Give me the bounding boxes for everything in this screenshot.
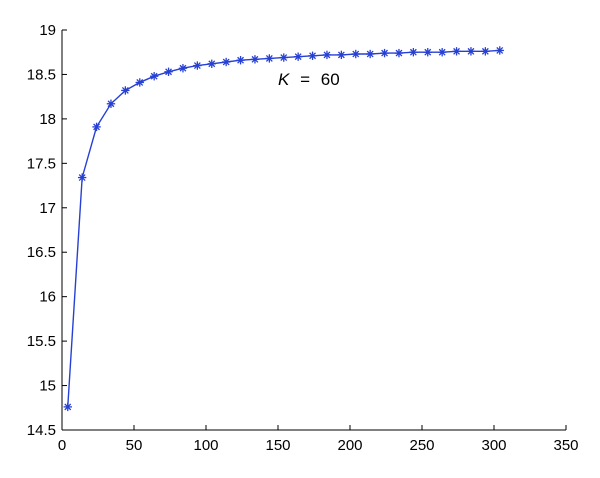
x-tick-label: 100 xyxy=(193,437,218,454)
data-point xyxy=(193,61,202,70)
data-point xyxy=(380,48,389,58)
y-tick-label: 14.5 xyxy=(27,422,56,439)
data-point xyxy=(106,99,116,108)
y-tick-label: 16.5 xyxy=(27,244,56,261)
annotation-operator: = xyxy=(300,70,310,89)
series-line xyxy=(67,49,500,407)
data-point xyxy=(279,53,288,62)
data-point xyxy=(365,49,375,59)
x-tick-label: 350 xyxy=(553,437,578,454)
x-tick-label: 50 xyxy=(126,437,143,454)
x-tick-label: 250 xyxy=(409,437,434,454)
x-tick-label: 200 xyxy=(337,437,362,454)
y-tick-label: 15.5 xyxy=(27,333,56,350)
series-layer xyxy=(63,46,504,412)
data-point xyxy=(250,55,260,64)
data-point xyxy=(423,48,432,57)
y-tick-label: 16 xyxy=(39,289,56,306)
y-tick-label: 18.5 xyxy=(27,66,56,83)
annotation-variable: K xyxy=(278,70,290,89)
data-point xyxy=(164,67,173,76)
x-tick-label: 300 xyxy=(481,437,506,454)
y-tick-label: 17.5 xyxy=(27,155,56,172)
data-point xyxy=(92,122,101,132)
y-tick-label: 18 xyxy=(39,111,56,128)
data-point xyxy=(495,46,504,55)
data-point xyxy=(149,72,159,81)
y-tick-label: 15 xyxy=(39,378,56,395)
data-point xyxy=(293,52,303,61)
y-axis-ticks: 14.5 15 15.5 16 16.5 17 17.5 18 18.5 19 xyxy=(27,22,67,439)
data-point xyxy=(265,54,274,63)
axes xyxy=(61,30,566,431)
data-point xyxy=(452,47,461,56)
data-point xyxy=(135,78,144,87)
annotation-label: K = 60 xyxy=(278,70,340,89)
data-point xyxy=(437,48,447,57)
data-point xyxy=(178,64,188,73)
data-point xyxy=(409,48,418,57)
data-point xyxy=(221,57,231,67)
data-point xyxy=(236,56,245,65)
data-point xyxy=(77,173,87,182)
data-point xyxy=(322,50,332,60)
data-point xyxy=(351,49,360,59)
y-tick-label: 19 xyxy=(39,22,56,39)
data-point xyxy=(394,48,404,58)
data-point xyxy=(63,402,72,412)
data-point xyxy=(466,47,476,56)
data-point xyxy=(337,50,346,60)
x-tick-label: 0 xyxy=(58,437,66,454)
data-point xyxy=(481,47,490,56)
x-tick-label: 150 xyxy=(265,437,290,454)
x-axis-ticks: 0 50 100 150 200 250 300 350 xyxy=(58,425,579,454)
data-point xyxy=(207,59,216,68)
y-tick-label: 17 xyxy=(39,200,56,217)
data-point xyxy=(121,86,130,95)
data-point xyxy=(308,51,317,60)
annotation-value: 60 xyxy=(321,70,340,89)
